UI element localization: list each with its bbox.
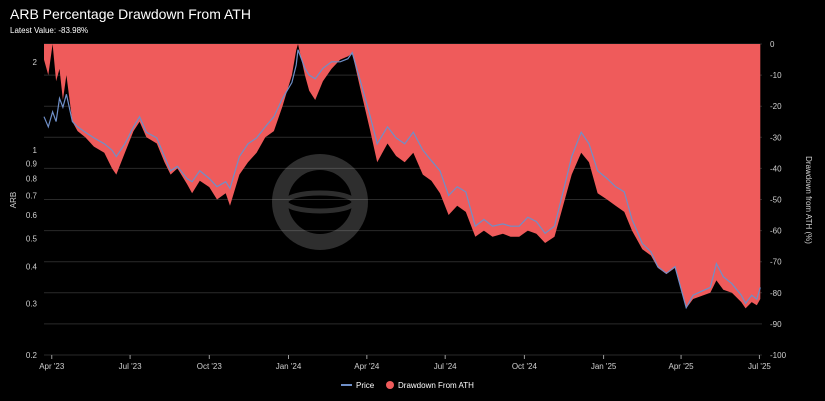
x-tick-label: Jan '24 [276,362,302,371]
drawdown-area [44,44,761,309]
x-tick-label: Jul '24 [434,362,457,371]
left-tick-label: 1 [33,146,38,155]
x-tick-label: Oct '23 [197,362,223,371]
price-line [43,49,761,310]
watermark-logo-icon [272,154,368,250]
x-tick-label: Jan '25 [591,362,617,371]
right-tick-label: -90 [770,320,782,329]
left-tick-label: 0.3 [26,299,38,308]
left-tick-label: 0.8 [26,174,38,183]
left-tick-label: 0.6 [26,211,38,220]
right-tick-label: -80 [770,289,782,298]
latest-value-row: Latest Value: -83.98% [10,26,88,35]
latest-value-label: Latest Value: [10,26,57,35]
left-tick-label: 0.7 [26,191,38,200]
right-axis-ticks: 0 -10 -20 -30 -40 -50 -60 -70 -80 -90 -100 [770,40,787,360]
legend-price-label: Price [356,381,375,390]
right-axis-title: Drawdown from ATH (%) [804,156,813,244]
right-tick-label: -40 [770,164,782,173]
left-tick-label: 0.5 [26,234,38,243]
right-tick-label: -10 [770,71,782,80]
x-axis-ticks: Apr '23 Jul '23 Oct '23 Jan '24 Apr '24 Jul '… [39,355,771,371]
latest-value: -83.98% [58,26,89,35]
right-tick-label: -70 [770,258,782,267]
left-tick-label: 2 [33,58,38,67]
x-tick-label: Oct '24 [512,362,538,371]
right-tick-label: 0 [770,40,775,49]
left-tick-label: 0.4 [26,263,38,272]
left-axis-ticks: 0.2 0.3 0.4 0.5 0.6 0.7 0.8 0.9 1 2 [26,58,38,360]
x-tick-label: Apr '23 [39,362,65,371]
legend: Price Drawdown From ATH [341,381,474,390]
right-tick-label: -100 [770,351,787,360]
x-tick-label: Jul '25 [748,362,771,371]
right-tick-label: -60 [770,227,782,236]
right-tick-label: -20 [770,102,782,111]
legend-drawdown-label: Drawdown From ATH [398,381,474,390]
right-tick-label: -50 [770,196,782,205]
x-tick-label: Jul '23 [119,362,142,371]
chart-title: ARB Percentage Drawdown From ATH [10,6,251,22]
x-tick-label: Apr '24 [354,362,380,371]
left-axis-title: ARB [9,192,18,208]
left-tick-label: 0.9 [26,159,38,168]
right-tick-label: -30 [770,133,782,142]
x-tick-label: Apr '25 [669,362,695,371]
legend-drawdown-swatch [386,381,394,389]
left-tick-label: 0.2 [26,351,38,360]
